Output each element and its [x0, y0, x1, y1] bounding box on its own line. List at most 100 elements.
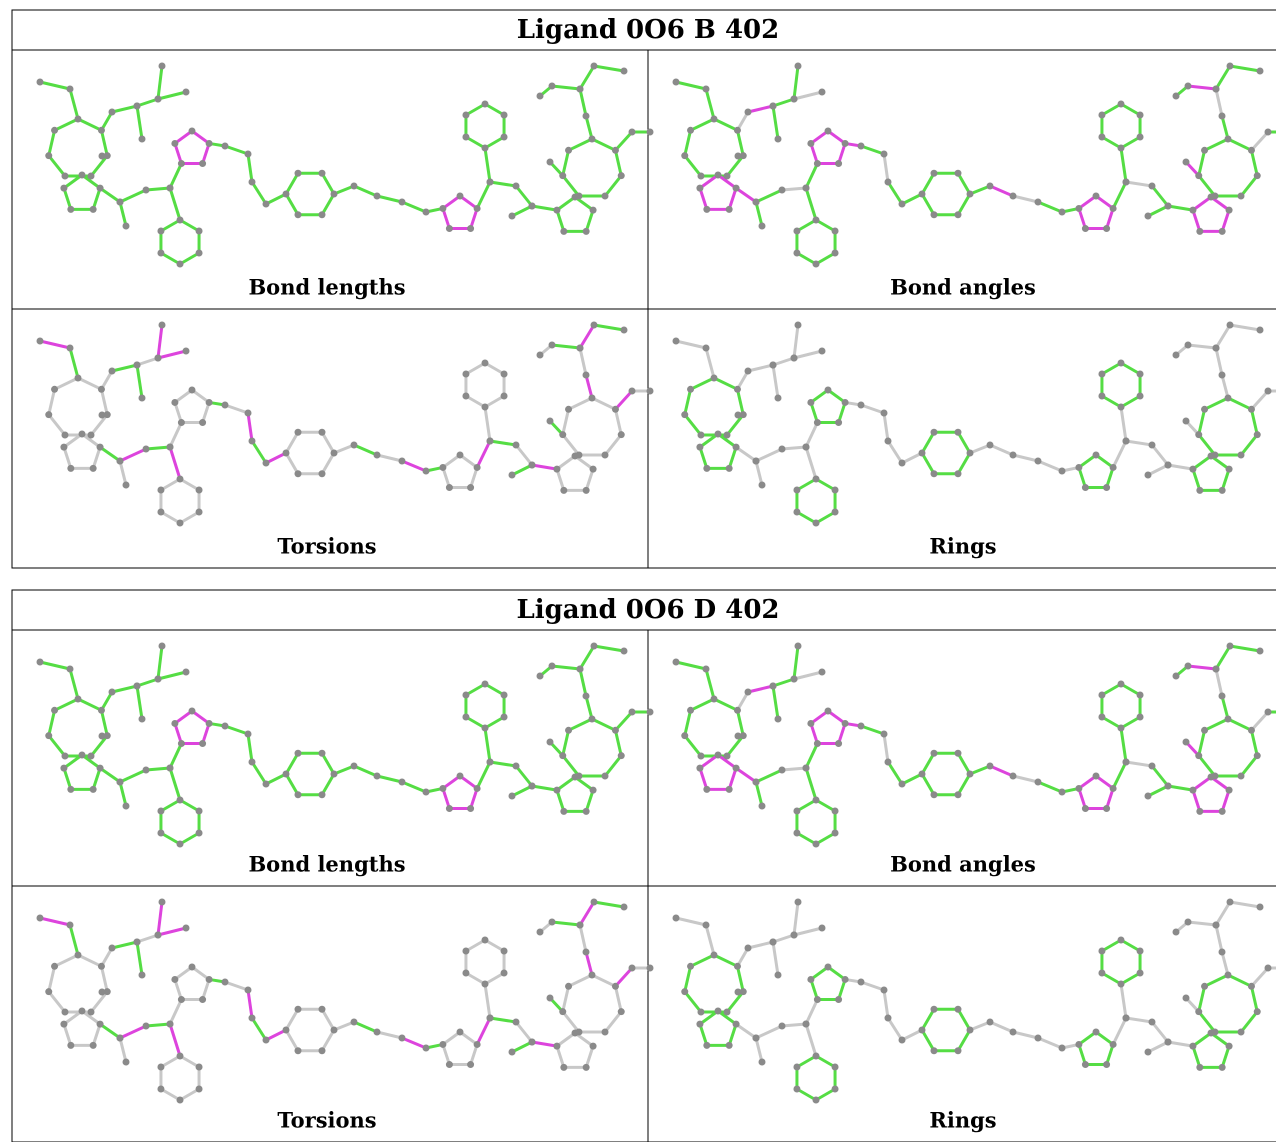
atom: [857, 401, 865, 409]
atom: [445, 805, 453, 813]
atom: [195, 249, 203, 257]
atom: [824, 707, 832, 715]
atom: [884, 437, 892, 445]
atom: [1226, 62, 1234, 70]
atom: [672, 337, 680, 345]
atom: [1058, 1044, 1066, 1052]
atom: [620, 326, 628, 334]
atom: [508, 471, 516, 479]
bond: [793, 349, 823, 360]
bond: [796, 831, 817, 846]
bond: [1037, 1036, 1063, 1050]
bond: [736, 947, 750, 968]
atom: [611, 146, 619, 154]
atom: [1195, 431, 1203, 439]
atom: [1201, 146, 1209, 154]
bond: [727, 1023, 738, 1046]
atom: [560, 1063, 568, 1071]
bond: [815, 798, 836, 813]
bond: [1125, 760, 1153, 768]
bond: [727, 446, 738, 469]
atom: [880, 409, 888, 417]
bond: [179, 510, 200, 525]
atom: [703, 785, 711, 793]
bond: [584, 695, 594, 720]
bond: [1101, 682, 1122, 697]
bond: [465, 938, 486, 953]
bond: [284, 452, 300, 475]
bond: [725, 154, 745, 177]
atom: [177, 740, 185, 748]
atom: [1098, 133, 1106, 141]
bond: [698, 187, 709, 210]
atom: [1122, 437, 1130, 445]
bond: [469, 787, 479, 810]
bond: [555, 468, 566, 491]
atom: [422, 788, 430, 796]
atom: [60, 184, 68, 192]
bond: [1191, 1045, 1202, 1068]
bond: [1077, 774, 1097, 790]
atom: [725, 1041, 733, 1049]
bond: [804, 446, 818, 480]
bond: [91, 1023, 102, 1046]
atom: [74, 374, 82, 382]
atom: [732, 764, 740, 772]
atom: [1122, 758, 1130, 766]
atom: [646, 708, 654, 716]
atom: [398, 457, 406, 465]
atom: [36, 337, 44, 345]
bond: [145, 186, 171, 192]
bond: [1191, 209, 1202, 232]
atom: [1172, 928, 1180, 936]
atom: [1196, 1063, 1204, 1071]
bond: [704, 347, 716, 379]
bond: [179, 218, 200, 233]
atom: [752, 457, 760, 465]
bond: [886, 761, 904, 785]
atom: [1103, 484, 1111, 492]
bond: [584, 789, 595, 812]
atom: [790, 95, 798, 103]
atom: [36, 78, 44, 86]
atom: [880, 986, 888, 994]
bond: [53, 953, 79, 968]
bond: [465, 361, 486, 376]
atom: [96, 184, 104, 192]
atom: [546, 417, 554, 425]
bond: [475, 440, 492, 469]
atom: [884, 178, 892, 186]
bond: [53, 376, 79, 391]
bond: [771, 685, 780, 720]
bond: [815, 477, 836, 492]
atom: [122, 222, 130, 230]
bond: [771, 364, 780, 399]
atom: [1098, 111, 1106, 119]
atom: [462, 133, 470, 141]
bond: [1220, 209, 1231, 232]
atom: [456, 192, 464, 200]
atom: [588, 971, 596, 979]
bond: [401, 459, 427, 473]
bond: [246, 733, 254, 763]
atom: [1224, 715, 1232, 723]
atom: [769, 102, 777, 110]
bond: [320, 1008, 336, 1031]
atom: [422, 467, 430, 475]
bond: [511, 784, 533, 798]
bond: [1111, 761, 1128, 790]
atom: [182, 347, 190, 355]
bond: [99, 709, 109, 737]
atom: [154, 95, 162, 103]
bond: [1167, 204, 1194, 212]
atom: [793, 829, 801, 837]
atom: [898, 200, 906, 208]
bond: [441, 1043, 451, 1066]
atom: [681, 988, 689, 996]
bond: [118, 460, 128, 486]
atom: [601, 451, 609, 459]
atom: [195, 508, 203, 516]
bond: [1220, 695, 1230, 720]
atom: [1172, 351, 1180, 359]
